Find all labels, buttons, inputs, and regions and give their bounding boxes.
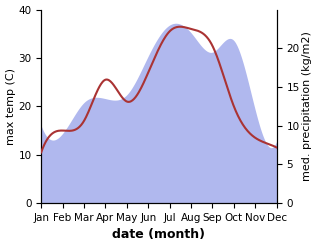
Y-axis label: max temp (C): max temp (C) [5, 68, 16, 145]
X-axis label: date (month): date (month) [113, 228, 205, 242]
Y-axis label: med. precipitation (kg/m2): med. precipitation (kg/m2) [302, 31, 313, 181]
